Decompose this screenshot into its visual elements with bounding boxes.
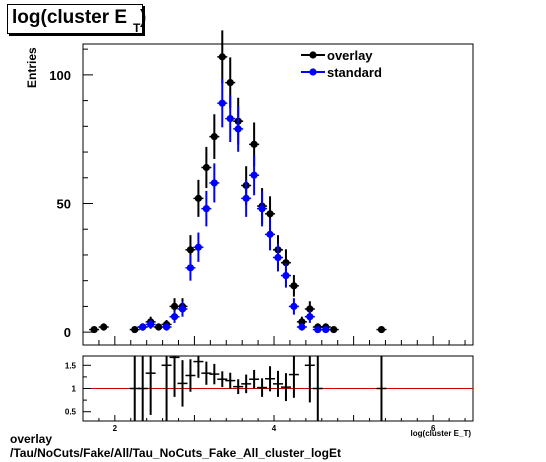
overlay-point	[155, 323, 163, 331]
overlay-point	[170, 302, 179, 311]
overlay-point	[202, 163, 210, 172]
standard-point	[306, 313, 314, 321]
overlay-point	[100, 323, 108, 331]
main-plot-border	[82, 43, 474, 346]
standard-point	[194, 243, 203, 251]
plot-title-subscript: T	[133, 21, 141, 35]
standard-point	[162, 323, 171, 331]
overlay-point	[330, 325, 338, 334]
plot-title: log(cluster E	[12, 7, 128, 28]
overlay-point	[377, 325, 386, 334]
overlay-point	[210, 133, 218, 141]
standard-point	[250, 171, 258, 179]
standard-point	[314, 325, 322, 334]
standard-point	[242, 194, 250, 202]
standard-point	[266, 230, 274, 238]
y-tick-label: 50	[57, 197, 71, 212]
overlay-point	[266, 210, 274, 218]
plot-title-box: log(cluster E T )	[7, 4, 147, 35]
standard-point	[282, 271, 290, 280]
overlay-point	[282, 259, 290, 267]
overlay-point	[131, 325, 139, 334]
y-tick-label: 100	[49, 68, 71, 83]
y-axis-label: Entries	[25, 47, 39, 88]
overlay-point	[90, 325, 98, 334]
standard-point	[226, 115, 234, 123]
main-plot-axes: 0 50 100	[49, 48, 466, 345]
plot-title-close: )	[140, 7, 147, 28]
y-tick-label: 0	[64, 325, 71, 340]
overlay-point	[218, 53, 226, 61]
ratio-plot-points	[129, 356, 387, 421]
standard-point	[234, 125, 242, 133]
standard-point	[274, 253, 282, 262]
standard-point	[147, 320, 155, 329]
ratio-x-tick-label: 4	[272, 424, 277, 433]
standard-point	[258, 205, 266, 213]
overlay-point	[290, 282, 298, 290]
overlay-point	[298, 318, 306, 326]
standard-point	[290, 302, 298, 311]
overlay-point	[250, 140, 258, 148]
overlay-point	[186, 246, 195, 254]
standard-point	[186, 264, 195, 272]
legend-marker-standard	[309, 68, 317, 76]
legend: overlay standard	[301, 48, 382, 80]
overlay-point	[226, 78, 234, 87]
footer-label: overlay	[10, 432, 53, 446]
standard-point	[178, 305, 187, 313]
ratio-y-tick-label: 1.5	[65, 361, 77, 370]
legend-label-standard: standard	[327, 65, 382, 80]
ratio-y-tick-label: 0.5	[65, 408, 77, 417]
footer-path: /Tau/NoCuts/Fake/All/Tau_NoCuts_Fake_All…	[10, 446, 341, 460]
ratio-x-tick-label: 2	[113, 424, 118, 433]
standard-point	[202, 205, 210, 213]
standard-point	[139, 323, 147, 331]
legend-marker-overlay	[309, 51, 317, 59]
standard-point	[210, 179, 218, 187]
main-plot-points	[89, 30, 387, 334]
ratio-x-tick-label: 6	[431, 424, 436, 433]
ratio-y-tick-label: 1	[72, 385, 77, 394]
x-axis-label: log(cluster E_T)	[411, 429, 472, 438]
overlay-point	[194, 194, 203, 202]
standard-point	[298, 323, 306, 331]
main-plot-frame	[82, 43, 474, 346]
standard-point	[322, 325, 330, 334]
standard-point	[170, 313, 179, 321]
standard-point	[218, 99, 226, 107]
legend-label-overlay: overlay	[327, 48, 373, 63]
overlay-point	[306, 305, 314, 313]
